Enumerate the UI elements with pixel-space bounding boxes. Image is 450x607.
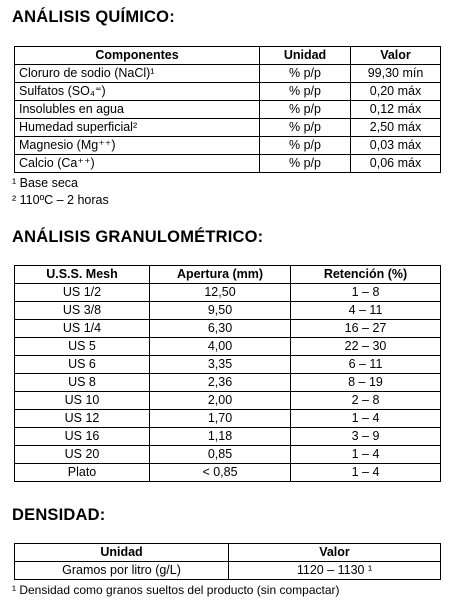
table-cell: 9,50: [149, 301, 291, 320]
table-cell: US 1/2: [14, 283, 150, 302]
density-table: Unidad Valor Gramos por litro (g/L) 1120 – …: [14, 543, 441, 580]
table-cell: 0,12 máx: [350, 100, 441, 119]
header-cell: Componentes: [14, 46, 260, 65]
table-cell: 1 – 4: [290, 463, 441, 482]
header-cell: Valor: [228, 543, 441, 562]
table-cell: 22 – 30: [290, 337, 441, 356]
table-row: Gramos por litro (g/L) 1120 – 1130 ¹: [14, 561, 441, 580]
table-row: US 1/4 6,30 16 – 27: [14, 319, 441, 338]
section-title: ANÁLISIS GRANULOMÉTRICO:: [12, 228, 264, 246]
table-cell: 2 – 8: [290, 391, 441, 410]
table-cell: 1,70: [149, 409, 291, 428]
header-cell: Apertura (mm): [149, 265, 291, 284]
table-cell: 2,50 máx: [350, 118, 441, 137]
table-cell: 6,30: [149, 319, 291, 338]
table-row: Cloruro de sodio (NaCl)¹% p/p 99,30 mín: [14, 64, 441, 83]
table-cell: % p/p: [259, 136, 351, 155]
table-cell: % p/p: [259, 154, 351, 173]
table-cell: % p/p: [259, 118, 351, 137]
table-cell: < 0,85: [149, 463, 291, 482]
table-cell: 2,00: [149, 391, 291, 410]
header-cell: Unidad: [14, 543, 229, 562]
header-cell: Unidad: [259, 46, 351, 65]
table-cell: 8 – 19: [290, 373, 441, 392]
table-cell: 1 – 4: [290, 409, 441, 428]
table-cell: 4 – 11: [290, 301, 441, 320]
header-cell: Retención (%): [290, 265, 441, 284]
table-cell: Gramos por litro (g/L): [14, 561, 229, 580]
table-cell: 1,18: [149, 427, 291, 446]
table-cell: Calcio (Ca⁺⁺): [14, 154, 260, 173]
table-cell: 1120 – 1130 ¹: [228, 561, 441, 580]
chemical-table: Componentes Unidad Valor Cloruro de sodio (…: [14, 46, 441, 173]
table-cell: US 8: [14, 373, 150, 392]
table-cell: 2,36: [149, 373, 291, 392]
table-row: Insolubles en agua% p/p 0,12 máx: [14, 100, 441, 119]
table-cell: 0,03 máx: [350, 136, 441, 155]
table-cell: 16 – 27: [290, 319, 441, 338]
header-cell: U.S.S. Mesh: [14, 265, 150, 284]
footnote: ¹ Base seca: [12, 176, 79, 190]
footnote: ¹ Densidad como granos sueltos del produ…: [12, 583, 340, 597]
table-cell: Plato: [14, 463, 150, 482]
section-title: ANÁLISIS QUÍMICO:: [12, 8, 175, 26]
footnote: ² 110ºC – 2 horas: [12, 193, 109, 207]
table-row: US 20 0,85 1 – 4: [14, 445, 441, 464]
table-cell: 3 – 9: [290, 427, 441, 446]
section-title: DENSIDAD:: [12, 506, 106, 524]
table-cell: US 5: [14, 337, 150, 356]
table-row: Humedad superficial²% p/p 2,50 máx: [14, 118, 441, 137]
table-row: US 12 1,70 1 – 4: [14, 409, 441, 428]
table-cell: 3,35: [149, 355, 291, 374]
table-row: Calcio (Ca⁺⁺)% p/p 0,06 máx: [14, 154, 441, 173]
table-cell: 4,00: [149, 337, 291, 356]
granulometric-table: U.S.S. Mesh Apertura (mm) Retención (%) US …: [14, 265, 441, 482]
table-row: Plato < 0,85 1 – 4: [14, 463, 441, 482]
table-cell: US 20: [14, 445, 150, 464]
table-row: US 6 3,35 6 – 11: [14, 355, 441, 374]
table-cell: Sulfatos (SO₄⁼): [14, 82, 260, 101]
table-row: US 3/8 9,50 4 – 11: [14, 301, 441, 320]
header-row: U.S.S. Mesh Apertura (mm) Retención (%): [14, 265, 441, 284]
table-cell: % p/p: [259, 82, 351, 101]
table-row: US 16 1,18 3 – 9: [14, 427, 441, 446]
table-cell: Insolubles en agua: [14, 100, 260, 119]
header-cell: Valor: [350, 46, 441, 65]
table-cell: 6 – 11: [290, 355, 441, 374]
table-cell: % p/p: [259, 100, 351, 119]
table-cell: 0,85: [149, 445, 291, 464]
table-row: US 10 2,00 2 – 8: [14, 391, 441, 410]
table-cell: 12,50: [149, 283, 291, 302]
table-cell: US 3/8: [14, 301, 150, 320]
table-row: US 1/2 12,50 1 – 8: [14, 283, 441, 302]
table-cell: US 6: [14, 355, 150, 374]
table-row: US 5 4,00 22 – 30: [14, 337, 441, 356]
table-cell: 1 – 4: [290, 445, 441, 464]
table-cell: Humedad superficial²: [14, 118, 260, 137]
table-cell: US 12: [14, 409, 150, 428]
table-cell: % p/p: [259, 64, 351, 83]
header-row: Componentes Unidad Valor: [14, 46, 441, 65]
table-cell: Cloruro de sodio (NaCl)¹: [14, 64, 260, 83]
table-cell: 1 – 8: [290, 283, 441, 302]
table-cell: 0,06 máx: [350, 154, 441, 173]
table-cell: US 10: [14, 391, 150, 410]
header-row: Unidad Valor: [14, 543, 441, 562]
table-row: Magnesio (Mg⁺⁺)% p/p 0,03 máx: [14, 136, 441, 155]
table-cell: US 1/4: [14, 319, 150, 338]
table-cell: US 16: [14, 427, 150, 446]
table-row: Sulfatos (SO₄⁼)% p/p 0,20 máx: [14, 82, 441, 101]
table-row: US 8 2,36 8 – 19: [14, 373, 441, 392]
table-cell: 0,20 máx: [350, 82, 441, 101]
table-cell: Magnesio (Mg⁺⁺): [14, 136, 260, 155]
table-cell: 99,30 mín: [350, 64, 441, 83]
